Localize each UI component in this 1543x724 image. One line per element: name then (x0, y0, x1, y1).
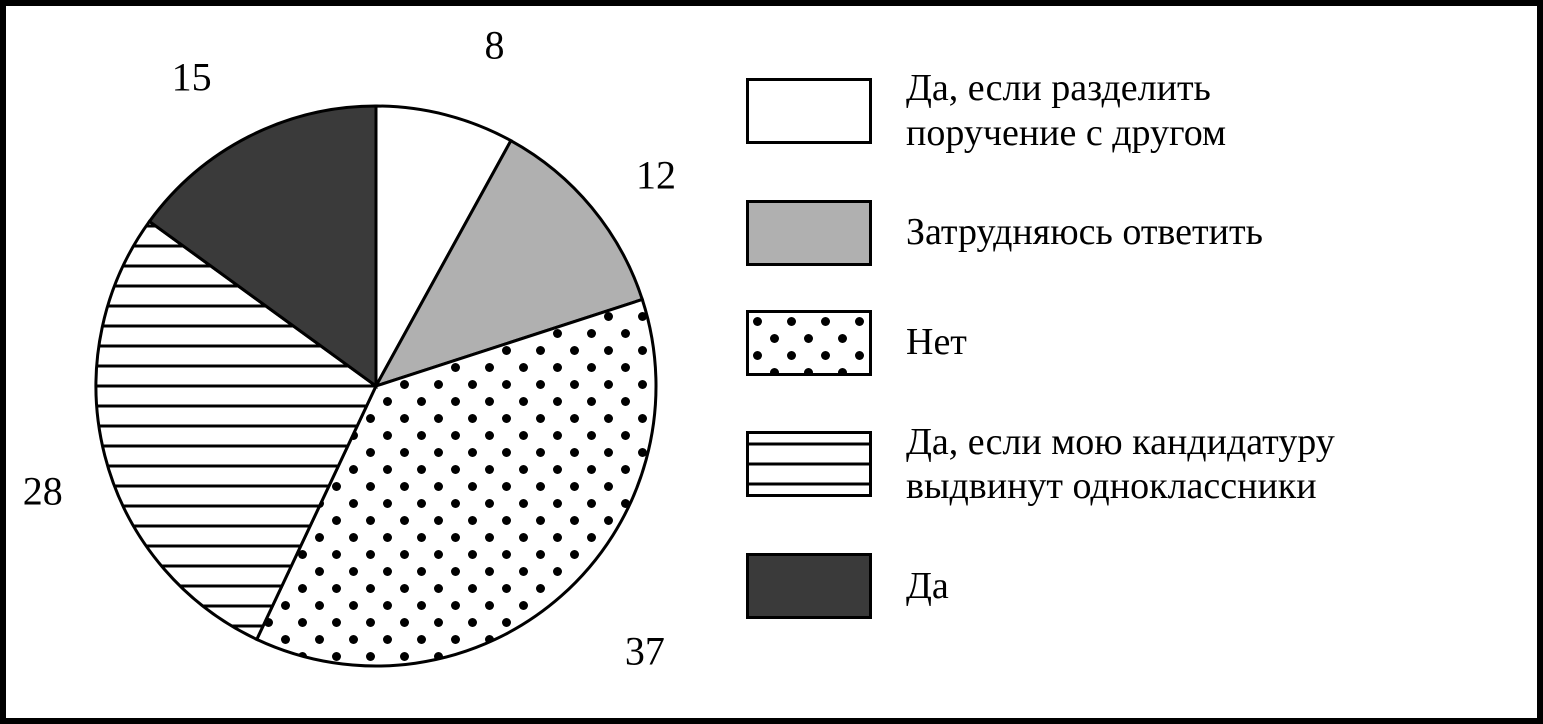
pie-slice-label: 8 (485, 21, 505, 68)
pie-chart: 812372815 (56, 36, 696, 696)
legend-label: Затрудняюсь ответить (906, 210, 1263, 255)
legend-label: Да, если мою кандидатуру выдвинут однокл… (906, 420, 1335, 510)
legend-item: Да, если мою кандидатуру выдвинут однокл… (746, 420, 1506, 510)
legend-label: Нет (906, 320, 967, 365)
legend-swatch (746, 431, 872, 497)
pie-slice-label: 37 (625, 628, 665, 675)
legend-item: Нет (746, 310, 1506, 376)
legend: Да, если разделить поручение с другом Зат… (746, 66, 1506, 663)
legend-swatch (746, 553, 872, 619)
legend-item: Да, если разделить поручение с другом (746, 66, 1506, 156)
legend-label: Да, если разделить поручение с другом (906, 66, 1226, 156)
legend-label: Да (906, 564, 949, 609)
legend-item: Затрудняюсь ответить (746, 200, 1506, 266)
pie-svg (56, 36, 696, 696)
chart-frame: 8 12 37 28 15 Да, если разделить поручение с… (0, 0, 1543, 724)
pie-slice-label: 28 (23, 467, 63, 514)
legend-swatch (746, 78, 872, 144)
legend-swatch (746, 310, 872, 376)
legend-swatch (746, 200, 872, 266)
pie-slice-label: 12 (636, 152, 676, 199)
pie-slice-label: 15 (172, 54, 212, 101)
legend-item: Да (746, 553, 1506, 619)
